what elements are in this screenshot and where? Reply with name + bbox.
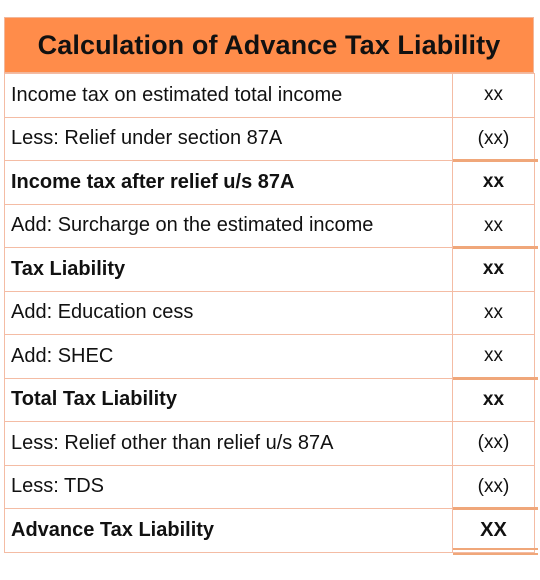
table-row: Advance Tax Liability XX bbox=[4, 508, 539, 553]
row-amount: xx bbox=[452, 334, 539, 380]
row-label: Advance Tax Liability bbox=[4, 508, 453, 553]
row-label: Add: Surcharge on the estimated income bbox=[4, 203, 453, 248]
tax-table-container: Calculation of Advance Tax Liability Inc… bbox=[4, 17, 539, 553]
row-amount: xx bbox=[452, 160, 535, 205]
row-amount: xx bbox=[452, 377, 535, 422]
tax-calculation-table: Income tax on estimated total income xx … bbox=[4, 73, 539, 553]
row-amount: (xx) bbox=[452, 464, 539, 510]
row-label: Add: Education cess bbox=[4, 290, 453, 335]
row-label: Add: SHEC bbox=[4, 334, 453, 379]
row-label: Less: TDS bbox=[4, 464, 453, 509]
row-label: Total Tax Liability bbox=[4, 377, 453, 422]
row-amount: XX bbox=[452, 508, 539, 553]
table-row: Total Tax Liability xx bbox=[4, 377, 535, 422]
row-amount: xx bbox=[452, 73, 535, 118]
row-amount: (xx) bbox=[452, 421, 535, 466]
row-label: Less: Relief other than relief u/s 87A bbox=[4, 421, 453, 466]
row-label: Income tax on estimated total income bbox=[4, 73, 453, 118]
table-row: Add: SHEC xx bbox=[4, 334, 539, 380]
row-label: Tax Liability bbox=[4, 247, 453, 292]
table-row: Less: TDS (xx) bbox=[4, 464, 539, 510]
table-title: Calculation of Advance Tax Liability bbox=[4, 17, 534, 73]
row-amount: xx bbox=[452, 203, 539, 249]
table-row: Income tax after relief u/s 87A xx bbox=[4, 160, 535, 205]
row-label: Less: Relief under section 87A bbox=[4, 116, 453, 161]
row-amount: (xx) bbox=[452, 116, 539, 162]
table-row: Add: Education cess xx bbox=[4, 290, 535, 335]
table-row: Income tax on estimated total income xx bbox=[4, 73, 535, 118]
row-amount: xx bbox=[452, 290, 535, 335]
table-row: Less: Relief other than relief u/s 87A (… bbox=[4, 421, 535, 466]
table-row: Add: Surcharge on the estimated income x… bbox=[4, 203, 539, 249]
table-row: Tax Liability xx bbox=[4, 247, 535, 292]
row-label: Income tax after relief u/s 87A bbox=[4, 160, 453, 205]
table-row: Less: Relief under section 87A (xx) bbox=[4, 116, 539, 162]
row-amount: xx bbox=[452, 247, 535, 292]
